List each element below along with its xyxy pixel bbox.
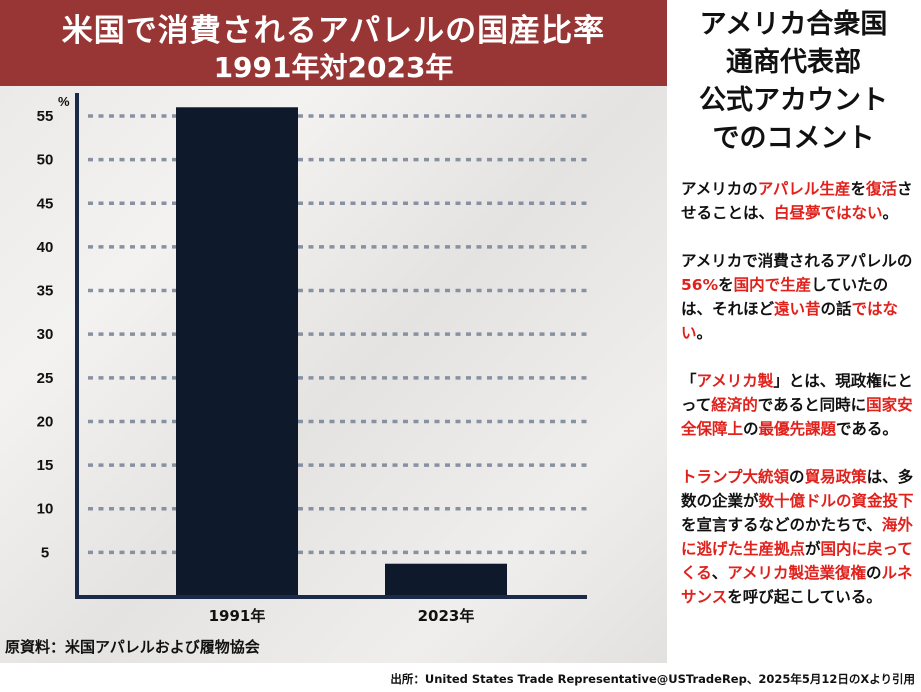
comment-text-run: の: [789, 468, 805, 486]
comment-heading: アメリカ合衆国 通商代表部 公式アカウント でのコメント: [671, 6, 916, 158]
y-tick-label: 55: [37, 108, 54, 125]
highlighted-phrase: 国内で生産: [733, 276, 812, 294]
title-banner: 米国で消費されるアパレルの国産比率 1991年対2023年: [0, 0, 667, 86]
highlighted-phrase: 貿易政策: [804, 468, 867, 486]
highlighted-phrase: 遠い昔: [774, 300, 821, 318]
comment-paragraph: トランプ大統領の貿易政策は、多数の企業が数十億ドルの資金投下を宣言するなどのかた…: [681, 465, 915, 609]
comment-heading-line: 公式アカウント: [699, 85, 888, 116]
y-tick-label: 25: [37, 370, 54, 387]
comment-heading-line: 通商代表部: [726, 47, 861, 78]
comment-text-run: であると同時に: [757, 396, 867, 414]
comment-text-run: 。: [882, 204, 899, 222]
y-tick-label: 45: [37, 195, 54, 212]
y-tick-label: 20: [37, 413, 54, 430]
highlighted-phrase: トランプ大統領: [681, 468, 790, 486]
y-tick-label: 30: [37, 326, 54, 343]
y-tick-label: 40: [37, 239, 54, 256]
data-source-note: 原資料：米国アパレルおよび履物協会: [5, 638, 260, 656]
highlighted-phrase: アメリカ製: [696, 372, 774, 390]
y-tick-label: 5: [41, 544, 49, 561]
bar: [176, 107, 298, 596]
comment-panel: アメリカ合衆国 通商代表部 公式アカウント でのコメント アメリカのアパレル生産…: [671, 0, 921, 663]
chart-panel: 5 10 15 20 25 30 35 40 45 50 55% 1991年 2023年 米国で消費され…: [0, 0, 667, 663]
comment-text-run: である。: [836, 420, 898, 438]
y-tick-label: 50: [37, 152, 54, 169]
highlighted-phrase: 復活: [865, 180, 897, 198]
comment-text-run: アメリカの: [681, 180, 758, 198]
comment-text-run: を: [850, 180, 866, 198]
y-tick-label: 10: [37, 501, 54, 518]
chart-subtitle: 1991年対2023年: [213, 51, 454, 84]
comment-text-run: 「: [681, 372, 697, 390]
highlighted-phrase: 国内に戻ってくる: [681, 540, 913, 582]
highlighted-phrase: アパレル生産: [757, 180, 851, 198]
y-tick-label: 15: [37, 457, 54, 474]
comment-heading-line: でのコメント: [712, 123, 875, 154]
chart-title: 米国で消費されるアパレルの国産比率: [61, 13, 606, 49]
x-category-label: 2023年: [418, 607, 475, 625]
bar: [385, 563, 507, 596]
highlighted-phrase: アメリカ製造業復権: [727, 564, 866, 582]
comment-paragraph: アメリカのアパレル生産を復活させることは、白昼夢ではない。: [681, 177, 915, 225]
comment-text-run: 」とは、現政権にとって: [681, 372, 913, 414]
comment-text-run: は、多数の企業が: [681, 468, 914, 510]
comment-text-run: していたのは、それほど: [681, 276, 889, 318]
comment-text-run: が: [805, 540, 821, 558]
comment-text-run: の話: [820, 300, 852, 318]
highlighted-phrase: 白昼夢ではない: [774, 204, 883, 222]
bar-chart: 5 10 15 20 25 30 35 40 45 50 55% 1991年 2023年: [37, 93, 590, 625]
comment-text-run: 、: [711, 564, 728, 582]
comment-heading-line: アメリカ合衆国: [699, 9, 888, 40]
highlighted-phrase: 最優先課題: [758, 420, 837, 438]
highlighted-phrase: 国家安全保障上: [681, 396, 913, 438]
comment-text-run: 。: [696, 324, 713, 342]
highlighted-phrase: ではない: [681, 300, 899, 342]
highlighted-phrase: ルネサンス: [681, 564, 913, 606]
highlighted-phrase: 経済的: [711, 396, 758, 414]
comment-text-run: を呼び起こしている。: [727, 588, 882, 606]
y-axis-unit: %: [58, 94, 70, 109]
comment-body: アメリカのアパレル生産を復活させることは、白昼夢ではない。 アメリカで消費されるア…: [681, 177, 915, 633]
highlighted-phrase: 海外に逃げた生産拠点: [681, 516, 913, 558]
comment-text-run: を: [718, 276, 734, 294]
comment-paragraph: 「アメリカ製」とは、現政権にとって経済的であると同時に国家安全保障上の最優先課題…: [681, 369, 915, 441]
x-category-label: 1991年: [209, 607, 266, 625]
comment-text-run: の: [865, 564, 882, 582]
comment-text-run: の: [743, 420, 759, 438]
comment-text-run: アメリカで消費されるアパレルの: [681, 252, 913, 270]
y-tick-label: 35: [37, 283, 54, 300]
comment-text-run: を宣言するなどのかたちで、: [681, 516, 882, 534]
highlighted-phrase: 数十億ドルの資金投下: [758, 492, 914, 510]
comment-paragraph: アメリカで消費されるアパレルの 56%を国内で生産していたのは、それほど遠い昔の話…: [681, 249, 915, 345]
comment-text-run: させることは、: [681, 180, 913, 222]
citation-footer: 出所：United States Trade Representative@US…: [390, 672, 915, 686]
highlighted-phrase: 56%: [681, 276, 719, 294]
